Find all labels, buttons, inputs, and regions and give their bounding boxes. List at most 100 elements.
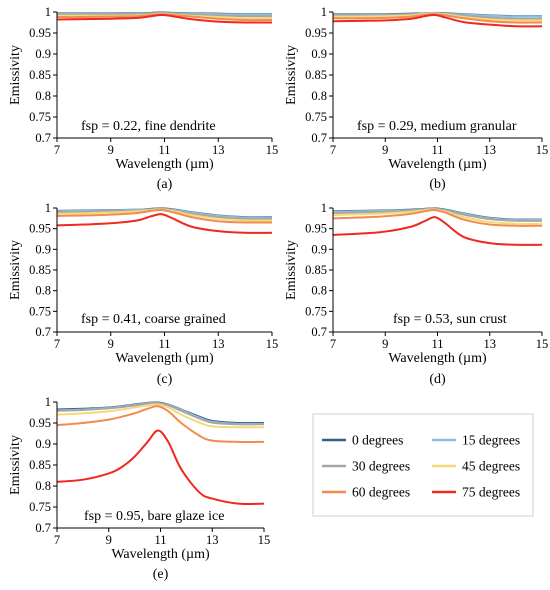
series-line-60-degrees: [56, 209, 273, 224]
y-axis-label: Emissivity: [8, 240, 23, 300]
x-tick-label: 15: [266, 143, 279, 157]
legend-item: 15 degrees: [432, 433, 520, 448]
x-tick-label: 9: [382, 337, 388, 351]
panel-caption: (a): [157, 177, 173, 192]
x-tick-label: 7: [54, 143, 60, 157]
panel-annotation: fsp = 0.53, sun crust: [393, 312, 507, 327]
legend-label: 45 degrees: [462, 459, 520, 474]
y-tick-label: 0.75: [29, 110, 51, 124]
y-axis-label: Emissivity: [8, 435, 23, 495]
y-tick-label: 0.9: [35, 242, 51, 256]
x-tick-label: 15: [266, 337, 279, 351]
y-tick-label: 0.8: [311, 284, 327, 298]
panel-caption: (c): [157, 372, 173, 387]
legend-label: 0 degrees: [352, 433, 403, 448]
y-tick-label: 0.9: [311, 47, 327, 61]
x-tick-label: 13: [206, 533, 219, 547]
y-tick-label: 0.75: [29, 304, 51, 318]
x-tick-label: 11: [158, 143, 170, 157]
chart-panel: 0.7 0.75 0.8 0.85 0.9 0.95 1 7 9 11 13 15 Emissivity…: [8, 201, 278, 387]
y-tick-label: 0.95: [29, 222, 51, 236]
legend-label: 75 degrees: [462, 485, 520, 500]
y-tick-label: 0.7: [35, 521, 51, 535]
legend-item: 75 degrees: [432, 485, 520, 500]
x-tick-label: 13: [484, 143, 497, 157]
y-tick-label: 0.95: [305, 26, 327, 40]
legend-item: 0 degrees: [322, 433, 403, 448]
x-tick-label: 15: [258, 533, 271, 547]
y-axis-label: Emissivity: [284, 240, 299, 300]
x-tick-label: 15: [536, 337, 549, 351]
series-line-60-degrees: [332, 209, 543, 227]
y-tick-label: 0.95: [29, 26, 51, 40]
chart-panel: 0.7 0.75 0.8 0.85 0.9 0.95 1 7 9 11 13 15 Emissivity…: [8, 5, 278, 192]
x-tick-label: 7: [54, 337, 60, 351]
series-line-60-degrees: [56, 405, 265, 443]
legend-label: 15 degrees: [462, 433, 520, 448]
legend-item: 45 degrees: [432, 459, 520, 474]
legend-label: 30 degrees: [352, 459, 410, 474]
y-tick-label: 0.7: [311, 325, 327, 339]
series-line-30-degrees: [56, 402, 265, 426]
x-tick-label: 7: [54, 533, 60, 547]
x-axis-label: Wavelength (µm): [111, 547, 210, 562]
x-tick-label: 13: [484, 337, 497, 351]
chart-panel: 0.7 0.75 0.8 0.85 0.9 0.95 1 7 9 11 13 15 Emissivity…: [8, 395, 270, 582]
y-tick-label: 0.95: [305, 222, 327, 236]
x-tick-label: 7: [330, 337, 336, 351]
series-line-75-degrees: [332, 216, 543, 246]
x-tick-label: 9: [106, 533, 112, 547]
series-line-75-degrees: [332, 13, 543, 28]
x-tick-label: 15: [536, 143, 549, 157]
y-axis-label: Emissivity: [8, 45, 23, 105]
y-tick-label: 0.75: [305, 110, 327, 124]
y-tick-label: 0.85: [305, 263, 327, 277]
y-tick-label: 1: [45, 5, 51, 19]
y-tick-label: 0.9: [311, 242, 327, 256]
y-tick-label: 1: [45, 201, 51, 215]
x-tick-label: 13: [212, 337, 225, 351]
y-tick-label: 0.85: [29, 263, 51, 277]
y-tick-label: 0.9: [35, 437, 51, 451]
y-tick-label: 0.7: [35, 131, 51, 145]
x-axis-label: Wavelength (µm): [388, 157, 487, 172]
y-tick-label: 0.7: [311, 131, 327, 145]
y-tick-label: 0.75: [305, 304, 327, 318]
y-tick-label: 0.85: [29, 458, 51, 472]
legend-label: 60 degrees: [352, 485, 410, 500]
y-axis-label: Emissivity: [284, 45, 299, 105]
series-line-75-degrees: [56, 213, 273, 234]
panel-caption: (e): [153, 567, 169, 582]
y-tick-label: 0.8: [35, 89, 51, 103]
x-tick-label: 11: [158, 337, 170, 351]
x-axis-label: Wavelength (µm): [115, 157, 214, 172]
series-line-45-degrees: [56, 403, 265, 429]
chart-panel: 0.7 0.75 0.8 0.85 0.9 0.95 1 7 9 11 13 15 Emissivity…: [284, 201, 548, 387]
panel-annotation: fsp = 0.29, medium granular: [357, 119, 517, 134]
y-tick-label: 0.7: [35, 325, 51, 339]
y-tick-label: 1: [321, 5, 327, 19]
x-tick-label: 13: [212, 143, 225, 157]
x-tick-label: 9: [108, 143, 114, 157]
series-line-75-degrees: [56, 13, 273, 24]
legend-frame: [312, 413, 534, 517]
panel-annotation: fsp = 0.22, fine dendrite: [81, 119, 216, 134]
legend-item: 30 degrees: [322, 459, 410, 474]
y-tick-label: 0.9: [35, 47, 51, 61]
legend-item: 60 degrees: [322, 485, 410, 500]
x-tick-label: 11: [154, 533, 166, 547]
y-tick-label: 0.8: [35, 479, 51, 493]
y-tick-label: 0.8: [35, 284, 51, 298]
x-tick-label: 9: [108, 337, 114, 351]
y-tick-label: 0.95: [29, 416, 51, 430]
chart-panel: 0.7 0.75 0.8 0.85 0.9 0.95 1 7 9 11 13 15 Emissivity…: [284, 5, 548, 192]
panel-annotation: fsp = 0.41, coarse grained: [81, 312, 226, 327]
y-tick-label: 0.85: [305, 68, 327, 82]
y-tick-label: 0.75: [29, 500, 51, 514]
panel-caption: (d): [429, 372, 446, 387]
x-axis-label: Wavelength (µm): [388, 351, 487, 366]
x-tick-label: 11: [431, 337, 443, 351]
y-tick-label: 0.85: [29, 68, 51, 82]
x-tick-label: 11: [431, 143, 443, 157]
